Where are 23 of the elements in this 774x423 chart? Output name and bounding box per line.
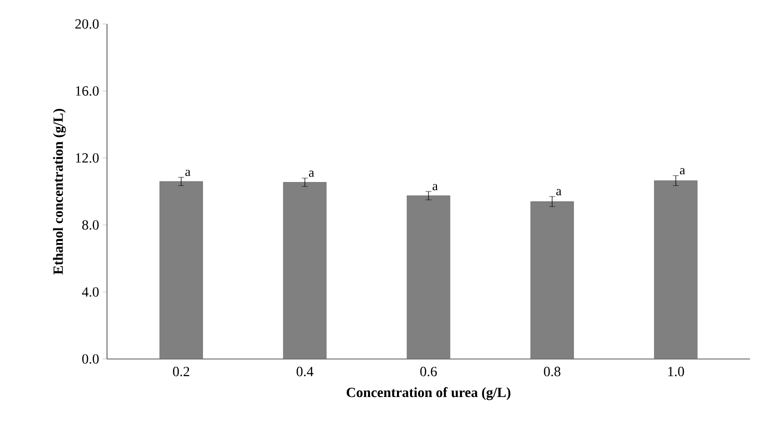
x-tick-label: 1.0 xyxy=(668,366,684,376)
x-tick-label: 0.6 xyxy=(420,366,437,376)
bar xyxy=(160,181,203,360)
annotation: a xyxy=(308,170,314,177)
x-tick-label: 0.4 xyxy=(296,366,314,376)
annotation: a xyxy=(185,170,190,176)
y-tick-label: 12.0 xyxy=(76,153,99,163)
y-axis-title: Ethanol concentration (g/L) xyxy=(53,108,66,274)
annotation: a xyxy=(432,184,438,190)
x-tick-label: 0.8 xyxy=(544,366,560,376)
x-tick-label: 0.2 xyxy=(172,366,190,376)
annotation: a xyxy=(680,168,686,174)
y-tick-label: 16.0 xyxy=(76,86,99,96)
bar xyxy=(530,201,574,360)
bar xyxy=(406,195,450,360)
bar xyxy=(283,182,327,360)
y-tick-label: 20.0 xyxy=(75,19,99,29)
y-tick-label: 8.0 xyxy=(82,220,99,230)
y-tick-label: 0.0 xyxy=(82,354,99,364)
bar xyxy=(654,180,698,360)
x-axis-title: Concentration of urea (g/L) xyxy=(346,387,510,400)
annotation: a xyxy=(556,189,562,196)
y-tick-label: 4.0 xyxy=(82,287,99,297)
